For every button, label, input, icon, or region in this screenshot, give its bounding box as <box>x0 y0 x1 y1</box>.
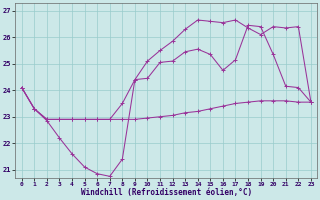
X-axis label: Windchill (Refroidissement éolien,°C): Windchill (Refroidissement éolien,°C) <box>81 188 252 197</box>
